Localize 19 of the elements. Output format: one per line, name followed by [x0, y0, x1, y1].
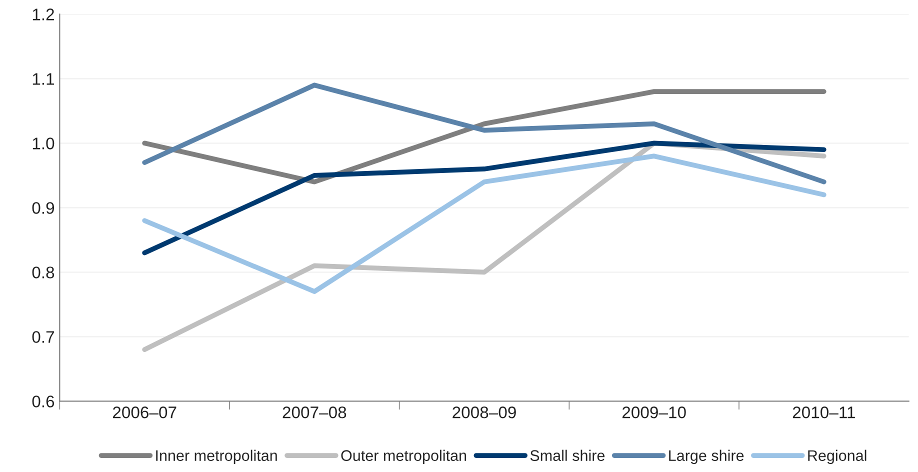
legend-label: Inner metropolitan [156, 450, 277, 464]
x-tick-label: 2006–07 [112, 406, 176, 418]
y-tick-label: 1.0 [32, 138, 54, 150]
y-tick-label: 0.8 [32, 266, 54, 278]
line-series [142, 154, 826, 294]
legend-label: Regional [808, 450, 866, 464]
y-tick-label: 0.9 [32, 202, 54, 214]
line-series [142, 140, 826, 256]
x-tick-label: 2010–11 [792, 406, 855, 418]
y-tick-label: 1.2 [32, 8, 54, 20]
y-tick-label: 0.7 [32, 331, 54, 343]
y-tick-label: 1.1 [32, 73, 54, 85]
x-tick-label: 2009–10 [622, 406, 686, 418]
legend-label: Large shire [669, 450, 744, 464]
x-tick-label: 2008–09 [452, 406, 516, 418]
y-tick-label: 0.6 [32, 396, 54, 408]
legend-label: Small shire [530, 450, 605, 462]
x-tick-label: 2007–08 [282, 406, 346, 418]
legend-label: Outer metropolitan [341, 450, 466, 464]
